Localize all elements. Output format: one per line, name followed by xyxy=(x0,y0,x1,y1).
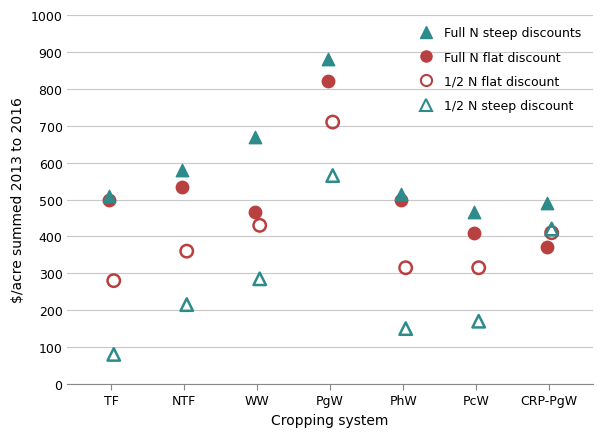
Point xyxy=(182,301,191,308)
Point xyxy=(250,134,260,141)
Point xyxy=(255,223,265,230)
Point xyxy=(104,193,114,200)
Point xyxy=(469,230,478,237)
Point xyxy=(109,278,118,285)
Point xyxy=(250,209,260,216)
Point xyxy=(323,79,332,86)
Point xyxy=(547,230,556,237)
Point xyxy=(104,197,114,204)
Point xyxy=(177,184,187,191)
Point xyxy=(469,209,478,216)
Legend: Full N steep discounts, Full N flat discount, 1/2 N flat discount, 1/2 N steep d: Full N steep discounts, Full N flat disc… xyxy=(408,22,586,118)
Point xyxy=(401,265,411,272)
Point xyxy=(542,200,551,207)
X-axis label: Cropping system: Cropping system xyxy=(271,413,389,427)
Point xyxy=(182,248,191,255)
Point xyxy=(177,167,187,174)
Point xyxy=(109,351,118,358)
Point xyxy=(396,191,405,198)
Point xyxy=(547,226,556,233)
Point xyxy=(328,173,338,180)
Point xyxy=(328,119,338,126)
Point xyxy=(396,197,405,204)
Point xyxy=(401,325,411,332)
Point xyxy=(474,265,483,272)
Point xyxy=(474,318,483,325)
Point xyxy=(542,244,551,251)
Point xyxy=(323,57,332,64)
Y-axis label: $/acre summed 2013 to 2016: $/acre summed 2013 to 2016 xyxy=(11,97,25,303)
Point xyxy=(255,276,265,283)
